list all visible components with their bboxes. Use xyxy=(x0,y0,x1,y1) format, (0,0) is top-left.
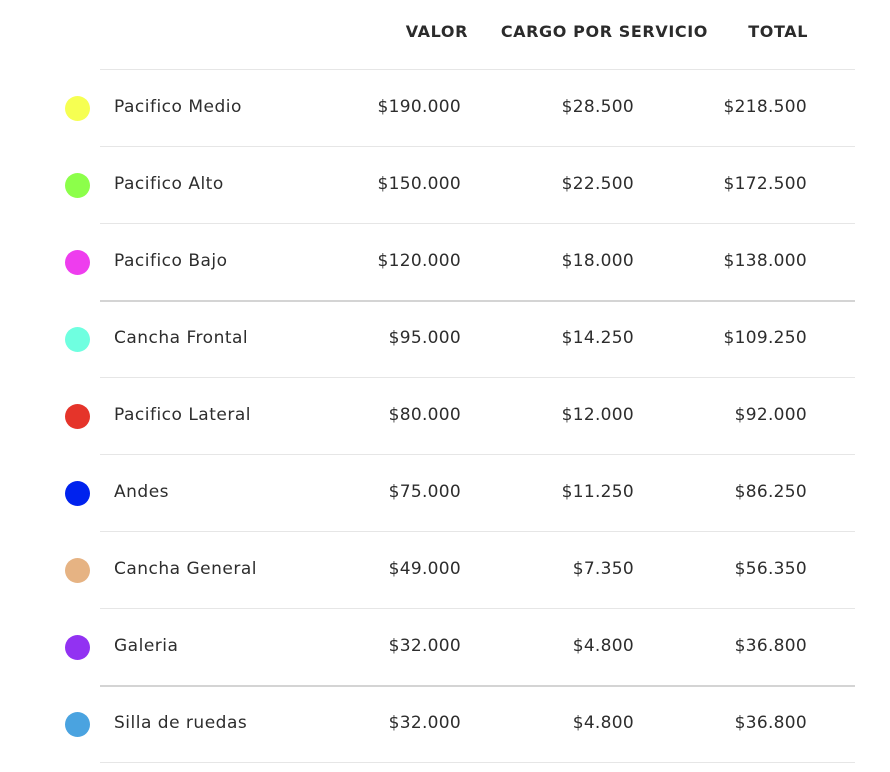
total-cell: $56.350 xyxy=(734,559,807,579)
total-cell: $109.250 xyxy=(723,328,807,348)
section-name: Pacifico Medio xyxy=(114,97,242,117)
row-divider xyxy=(100,762,855,763)
color-dot-icon xyxy=(65,327,90,352)
table-row: Pacifico Lateral $80.000 $12.000 $92.000 xyxy=(0,378,890,455)
valor-cell: $190.000 xyxy=(377,97,461,117)
section-name: Silla de ruedas xyxy=(114,713,248,733)
row-divider xyxy=(100,454,855,455)
table-row: Galeria $32.000 $4.800 $36.800 xyxy=(0,609,890,687)
table-row: Cancha Frontal $95.000 $14.250 $109.250 xyxy=(0,301,890,378)
color-dot-icon xyxy=(65,404,90,429)
section-name: Galeria xyxy=(114,636,179,656)
valor-cell: $120.000 xyxy=(377,251,461,271)
total-cell: $172.500 xyxy=(723,174,807,194)
color-dot-icon xyxy=(65,250,90,275)
row-divider xyxy=(100,223,855,224)
section-name: Cancha General xyxy=(114,559,257,579)
total-cell: $138.000 xyxy=(723,251,807,271)
table-row: Pacifico Bajo $120.000 $18.000 $138.000 xyxy=(0,224,890,302)
valor-cell: $95.000 xyxy=(388,328,461,348)
row-divider xyxy=(100,685,855,687)
section-name: Pacifico Lateral xyxy=(114,405,251,425)
total-cell: $86.250 xyxy=(734,482,807,502)
cargo-cell: $12.000 xyxy=(561,405,634,425)
row-divider xyxy=(100,377,855,378)
section-name: Pacifico Alto xyxy=(114,174,224,194)
section-name: Andes xyxy=(114,482,170,502)
cargo-cell: $4.800 xyxy=(572,636,634,656)
table-row: Andes $75.000 $11.250 $86.250 xyxy=(0,455,890,532)
valor-cell: $80.000 xyxy=(388,405,461,425)
cargo-cell: $11.250 xyxy=(561,482,634,502)
total-cell: $36.800 xyxy=(734,636,807,656)
section-name: Cancha Frontal xyxy=(114,328,249,348)
price-table-body: Pacifico Medio $190.000 $28.500 $218.500… xyxy=(0,70,890,763)
color-dot-icon xyxy=(65,635,90,660)
color-dot-icon xyxy=(65,712,90,737)
table-header: VALOR CARGO POR SERVICIO TOTAL xyxy=(100,0,855,70)
table-row: Silla de ruedas $32.000 $4.800 $36.800 xyxy=(0,686,890,763)
color-dot-icon xyxy=(65,173,90,198)
total-cell: $92.000 xyxy=(734,405,807,425)
valor-cell: $49.000 xyxy=(388,559,461,579)
cargo-cell: $18.000 xyxy=(561,251,634,271)
table-row: Pacifico Alto $150.000 $22.500 $172.500 xyxy=(0,147,890,224)
table-row: Cancha General $49.000 $7.350 $56.350 xyxy=(0,532,890,609)
valor-cell: $32.000 xyxy=(388,713,461,733)
valor-cell: $32.000 xyxy=(388,636,461,656)
header-total: TOTAL xyxy=(748,22,808,41)
row-divider xyxy=(100,300,855,302)
row-divider xyxy=(100,146,855,147)
valor-cell: $150.000 xyxy=(377,174,461,194)
header-cargo-por-servicio: CARGO POR SERVICIO xyxy=(500,22,708,41)
section-name: Pacifico Bajo xyxy=(114,251,228,271)
row-divider xyxy=(100,531,855,532)
color-dot-icon xyxy=(65,558,90,583)
cargo-cell: $28.500 xyxy=(561,97,634,117)
cargo-cell: $22.500 xyxy=(561,174,634,194)
table-row: Pacifico Medio $190.000 $28.500 $218.500 xyxy=(0,70,890,147)
color-dot-icon xyxy=(65,96,90,121)
color-dot-icon xyxy=(65,481,90,506)
cargo-cell: $4.800 xyxy=(572,713,634,733)
row-divider xyxy=(100,608,855,609)
cargo-cell: $14.250 xyxy=(561,328,634,348)
cargo-cell: $7.350 xyxy=(572,559,634,579)
header-valor: VALOR xyxy=(405,22,468,41)
total-cell: $36.800 xyxy=(734,713,807,733)
valor-cell: $75.000 xyxy=(388,482,461,502)
total-cell: $218.500 xyxy=(723,97,807,117)
